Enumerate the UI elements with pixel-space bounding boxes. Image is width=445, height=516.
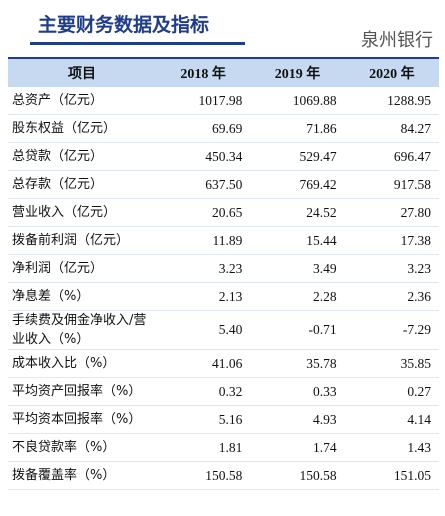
title: 主要财务数据及指标 bbox=[38, 14, 210, 36]
cell-value: 150.58 bbox=[156, 461, 251, 490]
cell-value: 2.28 bbox=[250, 282, 345, 311]
cell-value: 1017.98 bbox=[156, 87, 251, 115]
cell-value: 0.32 bbox=[156, 377, 251, 406]
table-row: 净息差（%） 2.13 2.28 2.36 bbox=[8, 282, 439, 311]
cell-value: 1069.88 bbox=[250, 87, 345, 115]
cell-value: 1.81 bbox=[156, 433, 251, 462]
cell-value: 35.78 bbox=[250, 349, 345, 378]
cell-value: 2.36 bbox=[344, 282, 439, 311]
row-label: 净利润（亿元） bbox=[8, 254, 156, 283]
cell-value: 5.16 bbox=[156, 405, 251, 434]
row-label: 总资产（亿元） bbox=[8, 87, 156, 115]
column-header: 2020 年 bbox=[344, 59, 439, 87]
row-label: 净息差（%） bbox=[8, 282, 156, 311]
row-label: 总存款（亿元） bbox=[8, 170, 156, 199]
cell-value: 3.23 bbox=[344, 254, 439, 283]
cell-value: 1288.95 bbox=[344, 87, 439, 115]
cell-value: 3.23 bbox=[156, 254, 251, 283]
cell-value: 20.65 bbox=[156, 198, 251, 227]
table-row: 平均资产回报率（%） 0.32 0.33 0.27 bbox=[8, 377, 439, 406]
header-row: 项目 2018 年 2019 年 2020 年 bbox=[8, 59, 439, 87]
table-row: 总资产（亿元） 1017.98 1069.88 1288.95 bbox=[8, 87, 439, 115]
column-header: 2018 年 bbox=[156, 59, 251, 87]
cell-value: 27.80 bbox=[344, 198, 439, 227]
row-label: 平均资本回报率（%） bbox=[8, 405, 156, 434]
row-label: 营业收入（亿元） bbox=[8, 198, 156, 227]
cell-value: 71.86 bbox=[250, 114, 345, 143]
cell-value: 15.44 bbox=[250, 226, 345, 255]
row-label: 拨备覆盖率（%） bbox=[8, 461, 156, 490]
table-row: 营业收入（亿元） 20.65 24.52 27.80 bbox=[8, 198, 439, 227]
cell-value: 696.47 bbox=[344, 142, 439, 171]
cell-value: 3.49 bbox=[250, 254, 345, 283]
cell-value: -7.29 bbox=[344, 310, 439, 350]
cell-value: 84.27 bbox=[344, 114, 439, 143]
cell-value: 1.43 bbox=[344, 433, 439, 462]
row-label: 总贷款（亿元） bbox=[8, 142, 156, 171]
cell-value: -0.71 bbox=[250, 310, 345, 350]
header-rule bbox=[8, 57, 439, 59]
table-row: 手续费及佣金净收入/营业收入（%） 5.40 -0.71 -7.29 bbox=[8, 310, 439, 350]
table-row: 平均资本回报率（%） 5.16 4.93 4.14 bbox=[8, 405, 439, 434]
table-row: 不良贷款率（%） 1.81 1.74 1.43 bbox=[8, 433, 439, 462]
column-header: 2019 年 bbox=[250, 59, 345, 87]
row-label: 拨备前利润（亿元） bbox=[8, 226, 156, 255]
cell-value: 637.50 bbox=[156, 170, 251, 199]
row-label: 成本收入比（%） bbox=[8, 349, 156, 378]
cell-value: 1.74 bbox=[250, 433, 345, 462]
cell-value: 151.05 bbox=[344, 461, 439, 490]
table-row: 总存款（亿元） 637.50 769.42 917.58 bbox=[8, 170, 439, 199]
cell-value: 4.93 bbox=[250, 405, 345, 434]
row-label: 股东权益（亿元） bbox=[8, 114, 156, 143]
cell-value: 529.47 bbox=[250, 142, 345, 171]
cell-value: 4.14 bbox=[344, 405, 439, 434]
cell-value: 5.40 bbox=[156, 310, 251, 350]
table-row: 总贷款（亿元） 450.34 529.47 696.47 bbox=[8, 142, 439, 171]
cell-value: 69.69 bbox=[156, 114, 251, 143]
table-row: 成本收入比（%） 41.06 35.78 35.85 bbox=[8, 349, 439, 378]
cell-value: 41.06 bbox=[156, 349, 251, 378]
table-row: 拨备覆盖率（%） 150.58 150.58 151.05 bbox=[8, 461, 439, 490]
table-row: 股东权益（亿元） 69.69 71.86 84.27 bbox=[8, 114, 439, 143]
cell-value: 917.58 bbox=[344, 170, 439, 199]
cell-value: 150.58 bbox=[250, 461, 345, 490]
title-underline bbox=[30, 42, 245, 45]
cell-value: 11.89 bbox=[156, 226, 251, 255]
cell-value: 24.52 bbox=[250, 198, 345, 227]
cell-value: 35.85 bbox=[344, 349, 439, 378]
cell-value: 2.13 bbox=[156, 282, 251, 311]
row-label: 手续费及佣金净收入/营业收入（%） bbox=[8, 310, 156, 350]
cell-value: 769.42 bbox=[250, 170, 345, 199]
row-label: 平均资产回报率（%） bbox=[8, 377, 156, 406]
bank-name: 泉州银行 bbox=[361, 30, 433, 51]
row-label: 不良贷款率（%） bbox=[8, 433, 156, 462]
cell-value: 450.34 bbox=[156, 142, 251, 171]
table-body: 总资产（亿元） 1017.98 1069.88 1288.95 股东权益（亿元） 69.6… bbox=[8, 87, 439, 490]
financial-table: 项目 2018 年 2019 年 2020 年 总资产（亿元） 1017.98 1069.… bbox=[8, 59, 439, 490]
column-header: 项目 bbox=[8, 59, 156, 87]
cell-value: 0.27 bbox=[344, 377, 439, 406]
table-row: 净利润（亿元） 3.23 3.49 3.23 bbox=[8, 254, 439, 283]
cell-value: 17.38 bbox=[344, 226, 439, 255]
table-row: 拨备前利润（亿元） 11.89 15.44 17.38 bbox=[8, 226, 439, 255]
cell-value: 0.33 bbox=[250, 377, 345, 406]
